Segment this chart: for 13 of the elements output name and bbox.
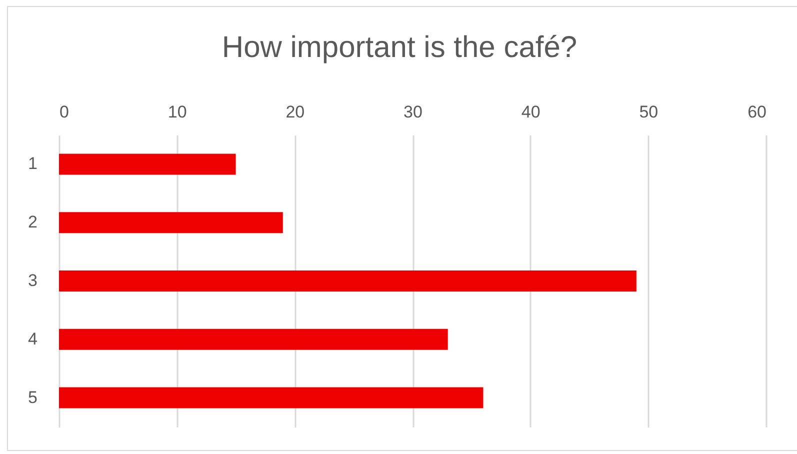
x-tick-label: 10 [168, 102, 187, 122]
x-tick-label: 0 [60, 102, 69, 122]
y-tick-label: 2 [28, 212, 38, 232]
y-tick-label: 1 [28, 154, 38, 174]
x-tick-label: 40 [521, 102, 540, 122]
x-tick-label: 50 [639, 102, 658, 122]
y-tick-label: 4 [28, 329, 38, 348]
x-tick-label: 30 [404, 102, 422, 122]
x-tick-label: 60 [748, 102, 766, 122]
chart-title: How important is the café? [222, 31, 578, 64]
y-tick-label: 5 [28, 388, 38, 407]
x-tick-label: 20 [286, 102, 305, 122]
y-tick-label: 3 [28, 271, 38, 290]
